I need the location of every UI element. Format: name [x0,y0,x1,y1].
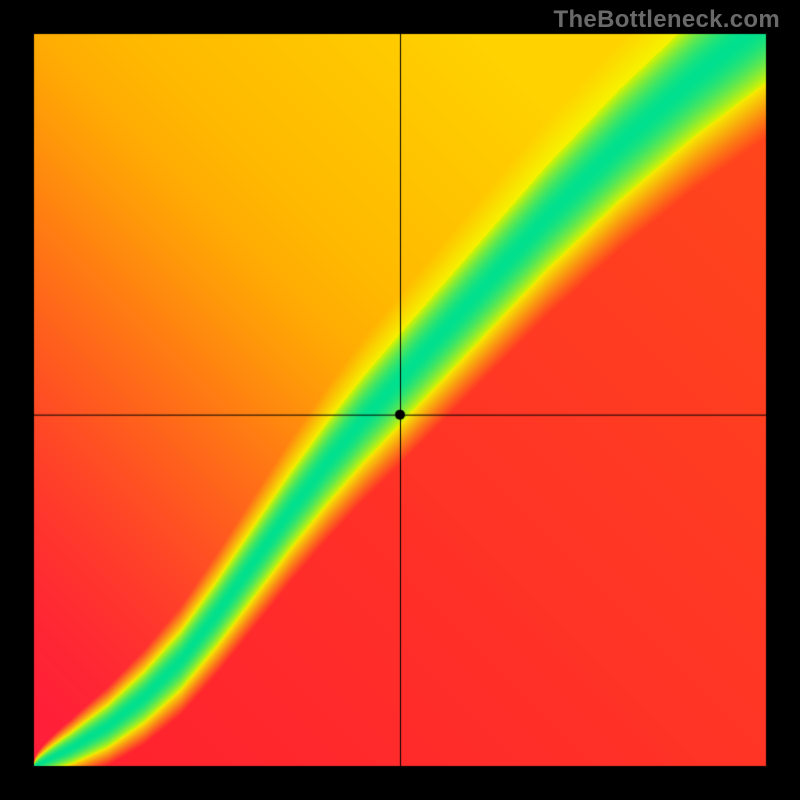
watermark-text: TheBottleneck.com [554,6,780,34]
chart-container: TheBottleneck.com [0,0,800,800]
bottleneck-heatmap [0,0,800,800]
